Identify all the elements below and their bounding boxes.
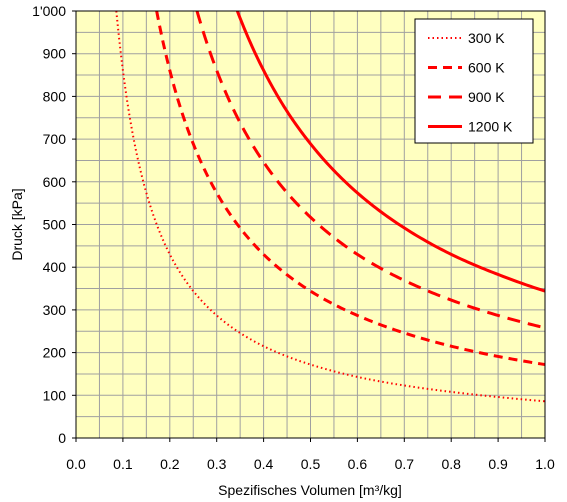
x-tick-label: 0.0 [66, 456, 86, 472]
legend-box [414, 18, 534, 144]
x-tick-label: 0.8 [441, 456, 461, 472]
legend-label: 600 K [468, 60, 505, 76]
y-axis-ticks: 0 100 200 300 400 500 600 700 800 900 1'000 [32, 3, 76, 446]
series-1200-k [235, 11, 545, 293]
y-axis-title: Druck [kPa] [9, 188, 25, 260]
series-300-k [115, 11, 545, 403]
y-tick-label: 700 [43, 131, 67, 147]
series-600-k [155, 11, 545, 367]
series-line [155, 11, 545, 367]
series-layer [115, 11, 545, 403]
x-tick-label: 0.7 [395, 456, 415, 472]
x-axis-title: Spezifisches Volumen [m³/kg] [218, 482, 402, 498]
x-tick-label: 0.4 [254, 456, 274, 472]
x-tick-label: 0.1 [113, 456, 133, 472]
y-tick-label: 400 [43, 259, 67, 275]
y-tick-label: 800 [43, 88, 67, 104]
x-tick-label: 0.3 [207, 456, 227, 472]
y-tick-label: 600 [43, 174, 67, 190]
y-tick-label: 1'000 [32, 3, 66, 19]
x-tick-label: 0.6 [348, 456, 368, 472]
x-tick-label: 1.0 [535, 456, 555, 472]
legend-label: 1200 K [468, 119, 513, 135]
y-tick-label: 900 [43, 46, 67, 62]
legend-label: 900 K [468, 89, 505, 105]
x-tick-label: 0.2 [160, 456, 180, 472]
legend-label: 300 K [468, 30, 505, 46]
x-axis-ticks: 0.0 0.1 0.2 0.3 0.4 0.5 0.6 0.7 0.8 0.9 1.0 [66, 438, 555, 472]
y-tick-label: 300 [43, 302, 67, 318]
series-900-k [195, 11, 545, 330]
series-line [115, 11, 545, 403]
y-tick-label: 200 [43, 345, 67, 361]
x-tick-label: 0.5 [301, 456, 321, 472]
series-line [195, 11, 545, 330]
x-tick-label: 0.9 [488, 456, 508, 472]
y-tick-label: 0 [58, 430, 66, 446]
legend: 300 K 600 K 900 K 1200 K [414, 18, 534, 144]
series-line [235, 11, 545, 293]
y-tick-label: 500 [43, 217, 67, 233]
y-tick-label: 100 [43, 387, 67, 403]
